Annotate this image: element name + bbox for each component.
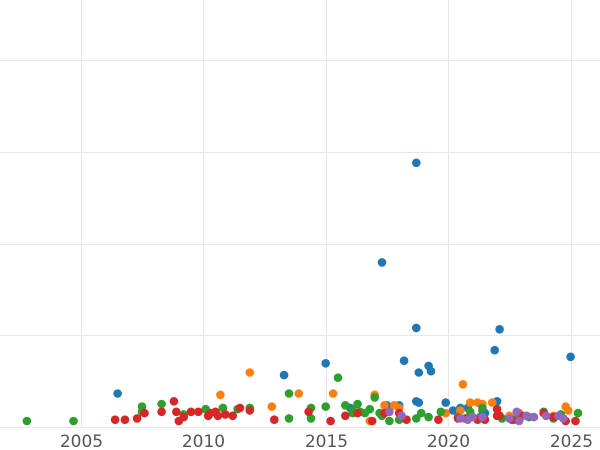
data-point-s2-33 — [478, 403, 487, 413]
data-point-s3-16 — [228, 411, 237, 421]
data-point-s2-21 — [365, 404, 375, 414]
data-point-s3-1 — [120, 415, 130, 425]
data-point-s2-0 — [22, 416, 32, 426]
data-point-s2-16 — [341, 401, 350, 410]
data-point-s3-8 — [179, 412, 188, 422]
data-point-s3-28 — [434, 415, 443, 425]
data-point-s3-18 — [245, 406, 255, 415]
data-point-s2-18 — [353, 399, 362, 409]
data-point-s3-22 — [341, 411, 350, 421]
data-point-s4-4 — [468, 412, 478, 422]
data-point-s4-5 — [478, 412, 487, 422]
data-point-s2-4 — [157, 399, 166, 409]
data-point-s3-41 — [492, 404, 502, 414]
data-point-s0-13 — [490, 345, 500, 355]
data-point-s0-8 — [441, 398, 451, 407]
x-tick-label-2020: 2020 — [427, 432, 470, 450]
data-point-s3-3 — [140, 408, 149, 418]
data-point-s0-5 — [414, 368, 424, 377]
data-point-s3-15 — [221, 410, 230, 419]
x-tick-label-2025: 2025 — [550, 432, 593, 450]
data-point-s2-12 — [306, 414, 316, 423]
series-2 — [22, 373, 583, 426]
data-point-s1-3 — [294, 389, 304, 398]
data-point-s4-10 — [541, 411, 551, 421]
series-4 — [385, 407, 568, 426]
data-point-s2-29 — [436, 407, 446, 417]
data-point-s0-17 — [566, 352, 575, 362]
data-point-s4-0 — [385, 407, 394, 417]
data-point-s3-20 — [304, 407, 313, 417]
data-point-s3-21 — [326, 416, 335, 426]
data-point-s3-19 — [270, 415, 279, 425]
data-point-s1-0 — [216, 390, 225, 400]
data-point-s1-2 — [267, 402, 277, 411]
data-point-s4-13 — [514, 416, 524, 426]
data-point-s4-8 — [522, 411, 531, 421]
series-3 — [110, 397, 580, 426]
data-point-s3-2 — [132, 414, 142, 423]
data-point-s1-14 — [487, 398, 497, 407]
data-point-s4-9 — [529, 412, 539, 422]
data-point-s0-4 — [412, 158, 421, 168]
x-tick-label-2005: 2005 — [60, 432, 103, 450]
data-point-s2-24 — [385, 416, 394, 426]
series-0 — [113, 158, 575, 418]
data-point-s3-6 — [169, 397, 179, 406]
data-point-s0-23 — [448, 406, 458, 415]
data-point-s4-1 — [397, 411, 406, 421]
data-point-s3-0 — [110, 415, 120, 425]
data-point-s4-7 — [512, 407, 521, 417]
y-gridlines — [0, 60, 600, 428]
data-point-s4-2 — [456, 414, 465, 423]
data-point-s3-24 — [367, 416, 377, 426]
data-point-s2-27 — [416, 408, 426, 418]
data-point-s3-14 — [213, 411, 223, 421]
data-point-s2-15 — [333, 373, 343, 383]
data-point-s1-21 — [456, 406, 465, 415]
data-points — [22, 158, 583, 426]
data-point-s0-1 — [279, 370, 289, 380]
data-point-s3-5 — [172, 407, 181, 417]
data-point-s1-10 — [458, 380, 468, 389]
data-point-s3-17 — [235, 403, 245, 413]
data-point-s1-4 — [328, 389, 338, 398]
data-point-s3-34 — [495, 411, 504, 421]
data-point-s0-7 — [426, 366, 436, 376]
data-point-s0-0 — [113, 389, 122, 398]
data-point-s2-40 — [573, 408, 583, 418]
data-point-s1-6 — [380, 401, 389, 410]
data-point-s0-2 — [321, 359, 331, 368]
x-tick-label-2010: 2010 — [182, 432, 225, 450]
data-point-s3-40 — [571, 416, 580, 426]
data-point-s2-22 — [370, 393, 380, 402]
data-point-s1-19 — [563, 406, 573, 415]
data-point-s3-4 — [157, 407, 166, 417]
x-tick-labels: 2005 2010 2015 2020 2025 — [60, 432, 593, 450]
data-point-s0-3 — [399, 356, 409, 366]
data-point-s0-14 — [495, 325, 504, 334]
data-point-s3-10 — [194, 407, 203, 417]
data-point-s2-14 — [321, 402, 331, 411]
data-point-s1-1 — [245, 368, 255, 377]
data-point-s2-11 — [284, 414, 294, 423]
data-point-s3-9 — [186, 407, 196, 417]
data-point-s2-7 — [218, 403, 228, 413]
data-point-s0-15 — [377, 258, 387, 267]
data-point-s2-28 — [424, 412, 433, 422]
data-point-s4-12 — [559, 414, 568, 423]
data-point-s1-11 — [465, 398, 475, 407]
data-point-s0-16 — [412, 323, 421, 333]
data-point-s2-1 — [69, 416, 78, 426]
data-point-s3-23 — [353, 408, 362, 418]
data-point-s4-6 — [505, 414, 514, 423]
data-point-s2-10 — [284, 389, 294, 398]
data-point-s0-21 — [414, 398, 424, 407]
x-tick-label-2015: 2015 — [305, 432, 348, 450]
